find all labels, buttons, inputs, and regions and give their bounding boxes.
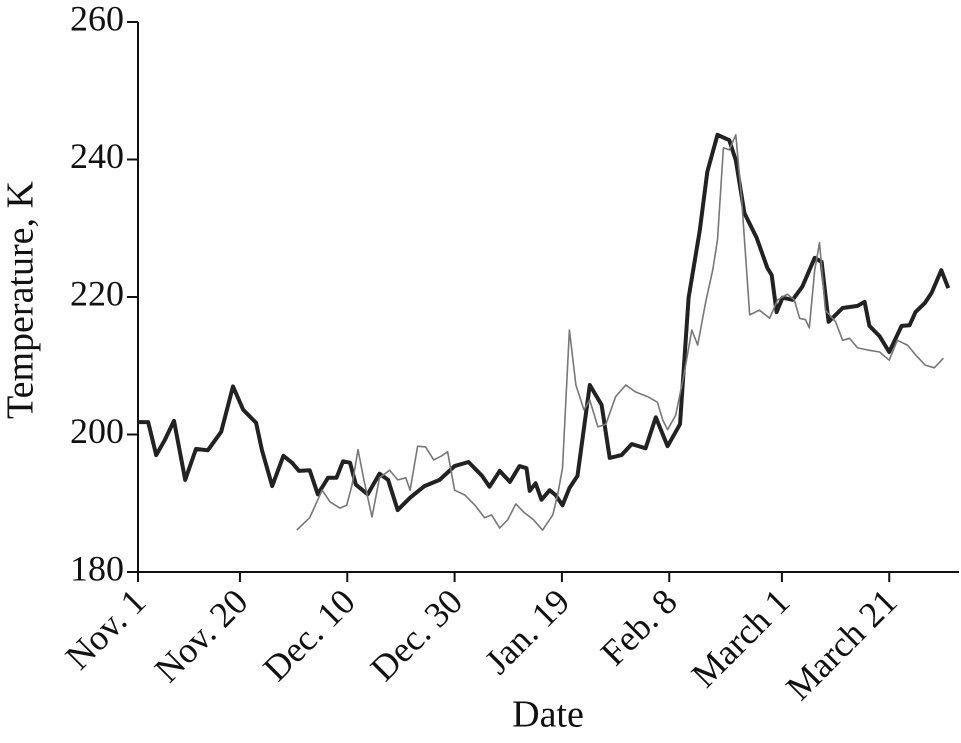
x-tick-label: Nov. 1 [58,581,154,677]
y-tick-label: 260 [70,0,124,38]
y-tick-label: 220 [70,273,124,313]
y-tick-label: 180 [70,548,124,588]
x-tick-label: Jan. 19 [477,581,577,681]
x-tick-label: Dec. 10 [255,581,362,688]
x-tick-label: Dec. 30 [363,581,470,688]
x-tick-label: March 21 [778,581,905,708]
x-tick-label: Feb. 8 [593,581,685,673]
x-tick-label: Nov. 20 [147,581,256,690]
y-tick-label: 240 [70,136,124,176]
series-line [296,134,944,531]
series-line [138,132,951,513]
x-axis-title: Date [512,694,584,736]
y-axis-title: Temperature, K [0,180,42,418]
y-tick-label: 200 [70,411,124,451]
